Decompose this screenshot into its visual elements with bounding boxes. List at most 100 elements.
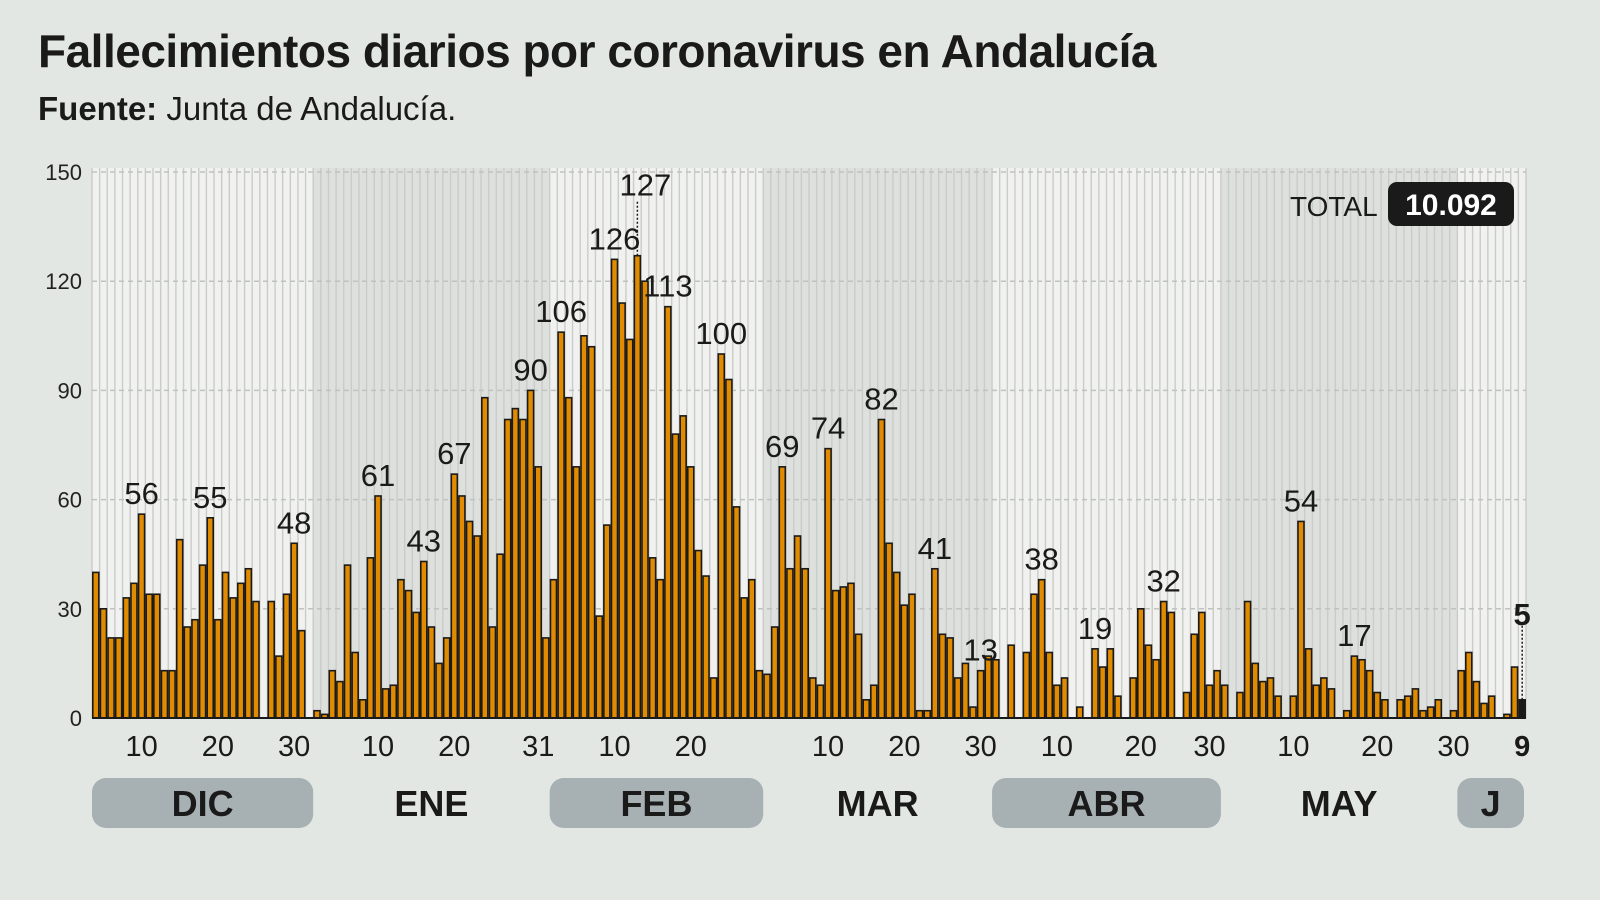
bar (1297, 520, 1305, 719)
bar (511, 407, 520, 719)
bar (679, 415, 687, 719)
bar (1060, 677, 1069, 719)
bar (1487, 695, 1496, 719)
bar (488, 626, 497, 719)
bar (946, 637, 954, 719)
bar (1190, 633, 1199, 719)
month-pill (992, 778, 1221, 828)
bar (236, 582, 245, 719)
month-label: FEB (620, 783, 692, 824)
bar (221, 571, 230, 719)
bar (1182, 691, 1191, 719)
bar (595, 615, 604, 719)
bar (808, 677, 817, 719)
source-label: Fuente: (38, 90, 158, 127)
bar (648, 557, 657, 719)
bar (747, 578, 756, 719)
bar (770, 626, 779, 719)
bar (496, 553, 504, 719)
bar (1167, 611, 1176, 719)
month-label: J (1481, 783, 1501, 824)
bar-value-label: 67 (437, 436, 471, 471)
bar (885, 542, 893, 719)
x-tick-label: 10 (362, 731, 394, 763)
bar (1434, 698, 1443, 719)
bar (336, 680, 344, 719)
bar (961, 662, 970, 719)
x-tick-label: 20 (675, 731, 707, 763)
bar-value-label: 56 (124, 476, 158, 511)
bar (229, 597, 237, 719)
bar (694, 549, 703, 719)
bar (709, 677, 718, 719)
x-tick-label: 31 (522, 731, 554, 763)
bar (1037, 578, 1046, 719)
bar (969, 706, 977, 719)
bar (923, 709, 932, 719)
bar (854, 633, 863, 719)
bar (564, 396, 573, 719)
month-labels: DIC ENE FEB MAR ABR MAY J (92, 778, 1524, 828)
bar (572, 466, 581, 719)
bar (130, 582, 138, 719)
bar (481, 396, 489, 719)
bar (1449, 709, 1458, 719)
bar (1266, 677, 1275, 719)
bar (1350, 655, 1359, 719)
bar (656, 578, 665, 719)
bar (1419, 709, 1427, 719)
bar-value-label: 13 (963, 633, 997, 668)
x-tick-label: 20 (1125, 731, 1157, 763)
bar (358, 698, 367, 719)
bar-value-label: 48 (277, 505, 311, 540)
bar (664, 305, 672, 719)
bar (1106, 648, 1115, 719)
bar-value-label: 106 (535, 294, 587, 329)
bar-value-label: 90 (513, 352, 547, 387)
bar-value-label: 32 (1146, 564, 1180, 599)
bar (267, 600, 276, 719)
bar (1510, 666, 1519, 719)
bar (686, 466, 695, 719)
bar (137, 513, 146, 719)
bar (908, 593, 916, 719)
bar (290, 542, 298, 719)
bar-value-label: 41 (918, 531, 952, 566)
bar (1022, 651, 1031, 719)
bar (938, 633, 947, 719)
bar (549, 578, 558, 719)
bar (160, 669, 169, 719)
bar (275, 655, 283, 719)
x-tick-label: 30 (964, 731, 996, 763)
bar (862, 698, 871, 719)
bar (389, 684, 398, 719)
bar-value-label: 54 (1284, 483, 1318, 518)
bar-value-label: 38 (1024, 542, 1058, 577)
grid-lines: 0 30 60 90 120 150 (45, 160, 1526, 731)
bar (1457, 669, 1465, 719)
x-tick-label: 10 (1041, 731, 1073, 763)
bar (755, 669, 764, 719)
bar (1091, 648, 1099, 719)
bar (702, 575, 710, 719)
bar-value-label: 55 (193, 480, 227, 515)
x-tick-label: 9 (1514, 731, 1530, 763)
y-tick-label: 90 (58, 378, 82, 403)
bar (1327, 688, 1336, 719)
y-tick-label: 150 (45, 160, 82, 185)
x-tick-label: 30 (278, 731, 310, 763)
bar-value-label: 19 (1078, 611, 1112, 646)
bar (1075, 706, 1084, 719)
bar (526, 389, 535, 719)
total-label: TOTAL (1290, 191, 1378, 222)
bar (381, 688, 390, 719)
bar (107, 637, 115, 719)
bar (351, 651, 359, 719)
bar (1007, 644, 1015, 719)
bar (1373, 691, 1382, 719)
bar (1098, 666, 1107, 719)
bar (778, 466, 787, 719)
bar-value-label: 74 (811, 411, 845, 446)
bar (168, 669, 176, 719)
